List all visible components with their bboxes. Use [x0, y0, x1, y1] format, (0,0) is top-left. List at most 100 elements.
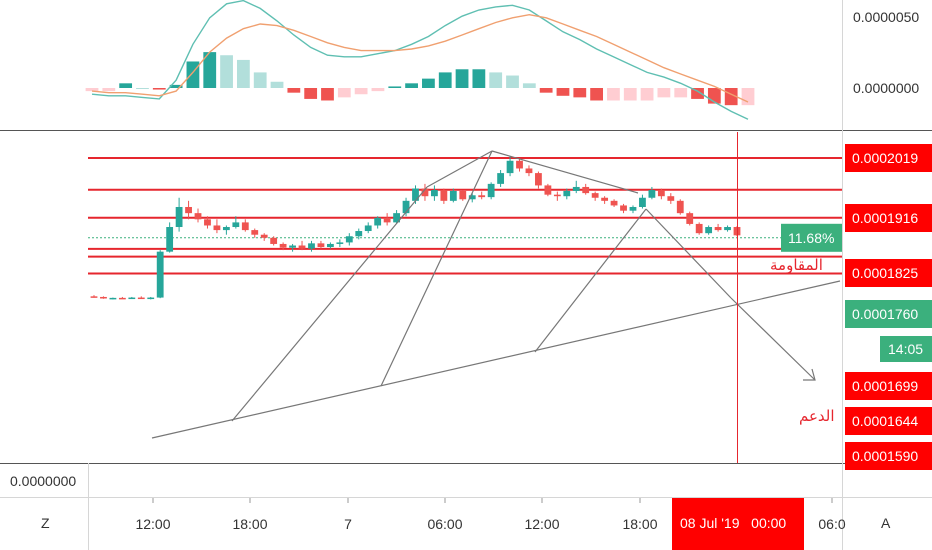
pattern-line-4: [491, 150, 639, 194]
projection-line: [730, 297, 816, 381]
macd-histogram-bar: [455, 69, 469, 88]
pattern-line-3: [380, 150, 493, 387]
auto-scale-a-icon[interactable]: A: [881, 515, 891, 531]
candle-body: [449, 190, 457, 201]
candle-body: [175, 206, 183, 228]
level-price-tag-bg: [845, 442, 932, 470]
candle-body: [345, 236, 353, 243]
level-price-tag-bg: [845, 259, 932, 287]
candle-body: [166, 227, 174, 252]
time-axis-label: 18:00: [232, 516, 267, 532]
candle-body: [686, 213, 694, 224]
candle-body: [279, 243, 287, 248]
macd-histogram-bar: [623, 88, 637, 101]
candle-body: [232, 222, 240, 228]
pattern-line-1: [231, 186, 428, 422]
candle-body: [260, 234, 268, 238]
candle-body: [251, 230, 259, 235]
candle-body: [497, 173, 505, 184]
macd-histogram-bar: [472, 69, 486, 88]
macd-scale-label-top: 0.0000050: [853, 9, 919, 25]
candle-body: [724, 227, 731, 231]
macd-histogram-bar: [691, 88, 704, 99]
level-price-tag: 0.0001644: [852, 413, 918, 429]
candle-body: [298, 245, 306, 249]
macd-series-line-1: [91, 13, 749, 103]
candle-body: [657, 190, 665, 197]
support-label: الدعم: [799, 407, 835, 425]
countdown-tag: 14:05: [888, 341, 923, 357]
candle-body: [610, 200, 618, 206]
projection-arrow-head: [803, 368, 816, 381]
lower-panel-zero-label: 0.0000000: [10, 473, 76, 489]
macd-histogram-bar: [253, 72, 267, 88]
macd-histogram-bar: [85, 88, 99, 92]
candle-body: [317, 243, 325, 248]
macd-histogram-bar: [169, 84, 183, 88]
candle-body: [629, 206, 637, 211]
candle-body: [270, 237, 278, 244]
candle-body: [364, 225, 372, 232]
candle-body: [421, 188, 429, 197]
level-price-tag-bg: [845, 407, 932, 435]
candle-body: [185, 206, 192, 214]
pattern-line-2: [426, 150, 493, 188]
macd-scale-label-zero: 0.0000000: [853, 80, 919, 96]
candle-body: [667, 196, 675, 201]
macd-histogram-bar: [136, 88, 149, 89]
candle-body: [109, 297, 117, 300]
macd-histogram-bar: [119, 83, 133, 88]
candle-body: [308, 243, 315, 249]
macd-histogram-bar: [422, 78, 435, 88]
macd-histogram-bar: [186, 61, 200, 88]
macd-histogram-bar: [152, 88, 166, 90]
level-price-tag-bg: [845, 204, 932, 232]
candle-body: [506, 160, 514, 174]
price-change-tag-bg: [781, 223, 842, 252]
support-trendline: [151, 280, 841, 439]
candle-body: [591, 193, 599, 198]
pattern-line-5: [534, 208, 647, 353]
trend-lines: [151, 150, 841, 439]
macd-histogram-bar: [102, 88, 116, 92]
candle-body: [241, 222, 249, 231]
price-panel: [88, 156, 842, 300]
macd-histogram-bar: [640, 88, 654, 101]
macd-histogram-bar: [270, 81, 284, 88]
candle-body: [194, 213, 202, 220]
macd-histogram-bar: [304, 88, 318, 99]
candle-body: [137, 297, 145, 300]
candle-body: [355, 231, 363, 237]
macd-histogram-bar: [489, 72, 503, 88]
last-price-tag: 0.0001760: [852, 306, 918, 322]
candle-body: [714, 227, 722, 231]
price-axis-labels: 0.0002019 0.0001916 0.0001825 0.0001760 0.00…: [781, 144, 932, 470]
timezone-z-icon[interactable]: Z: [41, 515, 50, 531]
candle-body: [582, 186, 590, 194]
date-tag: 08 Jul '19 00:00: [672, 498, 804, 550]
candle-body: [676, 200, 684, 214]
level-price-tag: 0.0001590: [852, 448, 918, 464]
candle-body: [156, 251, 164, 298]
macd-histogram-bar: [220, 55, 233, 88]
candle-body: [336, 242, 344, 244]
macd-histogram-bar: [556, 88, 570, 96]
macd-histogram-bar: [236, 59, 250, 88]
candle-body: [516, 160, 523, 169]
macd-histogram-bar: [741, 88, 755, 106]
candle-body: [326, 243, 334, 248]
date-tag-text: 08 Jul '19 00:00: [680, 515, 786, 531]
candle-body: [535, 173, 542, 186]
candle-body: [468, 195, 476, 200]
macd-histogram-bar: [539, 88, 553, 93]
level-price-tag: 0.0001916: [852, 210, 918, 226]
macd-histogram-bar: [354, 88, 368, 95]
countdown-tag-bg: [880, 336, 932, 362]
candle-body: [383, 217, 391, 223]
candle-body: [620, 205, 627, 211]
time-axis-label: 12:00: [524, 516, 559, 532]
candle-body: [639, 197, 646, 207]
level-price-tag: 0.0002019: [852, 150, 918, 166]
pattern-line-6: [645, 208, 732, 299]
candle-body: [402, 200, 410, 214]
